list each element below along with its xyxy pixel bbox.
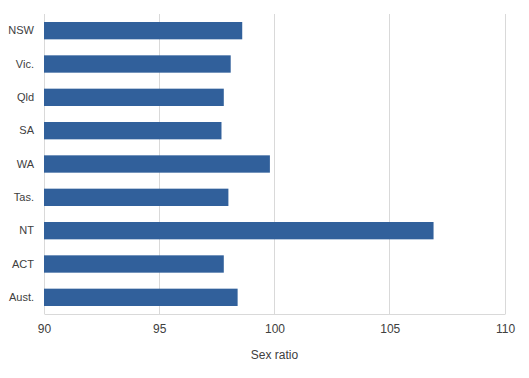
x-tick-label: 95 — [153, 322, 167, 336]
y-tick: SA — [19, 124, 44, 136]
bar — [44, 55, 231, 72]
y-tick: NSW — [8, 24, 44, 36]
y-tick-label: Aust. — [9, 291, 34, 303]
y-tick-label: SA — [19, 124, 34, 136]
x-axis: 90 95 100 105 110 — [38, 314, 516, 336]
y-tick-label: Qld — [17, 91, 34, 103]
x-axis-line — [45, 314, 506, 315]
bar — [44, 289, 238, 306]
x-tick: 90 — [38, 314, 52, 336]
y-tick: Qld — [17, 91, 44, 103]
x-tick: 95 — [153, 314, 167, 336]
plot: 90 95 100 105 110 NSW Vic. Qld SA WA Tas. NT ACT Aust… — [8, 14, 515, 336]
y-tick-label: WA — [17, 158, 35, 170]
y-tick: Aust. — [9, 291, 44, 303]
y-axis: NSW Vic. Qld SA WA Tas. NT ACT Aust. — [8, 24, 44, 303]
x-tick-label: 110 — [496, 322, 515, 336]
x-tick-label: 100 — [265, 322, 285, 336]
bar — [44, 89, 224, 106]
y-tick-label: Tas. — [14, 191, 34, 203]
x-tick-label: 105 — [380, 322, 400, 336]
bar — [44, 255, 224, 272]
y-tick-label: Vic. — [16, 58, 34, 70]
y-tick: Vic. — [16, 58, 44, 70]
y-tick-label: NSW — [8, 24, 34, 36]
chart: 90 95 100 105 110 NSW Vic. Qld SA WA Tas. NT ACT Aust… — [0, 0, 529, 378]
bar — [44, 189, 228, 206]
bar — [44, 222, 434, 239]
chart-container: 90 95 100 105 110 NSW Vic. Qld SA WA Tas. NT ACT Aust… — [0, 0, 529, 378]
y-tick-label: NT — [19, 224, 34, 236]
bars — [44, 22, 434, 306]
grid-line — [389, 14, 390, 314]
bar — [44, 22, 242, 39]
x-axis-title: Sex ratio — [251, 348, 299, 362]
bar — [44, 155, 270, 172]
y-tick: WA — [17, 158, 44, 170]
x-tick-label: 90 — [38, 322, 52, 336]
y-tick: ACT — [12, 258, 44, 270]
bar — [44, 122, 221, 139]
x-tick: 110 — [496, 314, 515, 336]
grid-line — [274, 14, 275, 314]
x-tick: 105 — [380, 314, 400, 336]
grid-line — [505, 14, 506, 314]
y-tick: Tas. — [14, 191, 44, 203]
y-tick-label: ACT — [12, 258, 34, 270]
grid — [44, 14, 505, 314]
x-tick: 100 — [265, 314, 285, 336]
y-tick: NT — [19, 224, 44, 236]
